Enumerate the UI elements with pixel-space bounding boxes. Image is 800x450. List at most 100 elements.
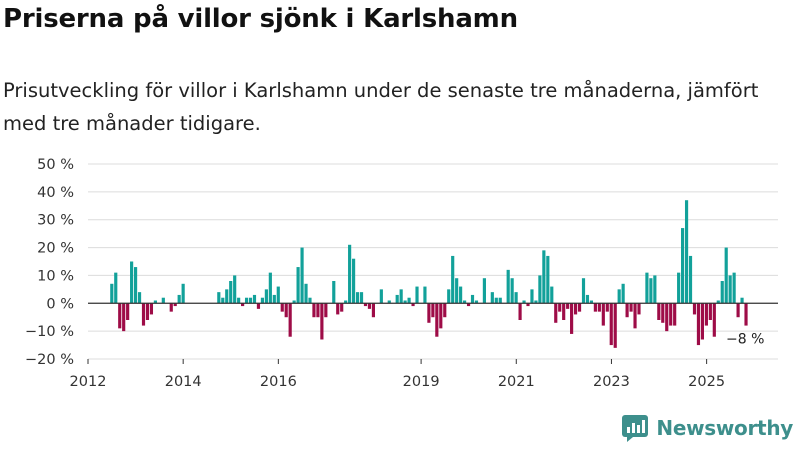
bar-positive: [514, 292, 518, 304]
bar-positive: [589, 300, 594, 304]
bar-positive: [217, 292, 221, 304]
bar-negative: [371, 303, 375, 318]
bar-positive: [264, 289, 268, 304]
bar-positive: [292, 300, 296, 304]
bar-negative: [704, 303, 708, 326]
bar-positive: [344, 300, 348, 304]
bar-positive: [153, 300, 157, 304]
bar-negative: [169, 303, 173, 312]
bar-positive: [538, 275, 542, 304]
bar-positive: [542, 250, 546, 304]
bar-positive: [268, 272, 272, 304]
bar-negative: [173, 303, 177, 307]
bar-negative: [573, 303, 578, 315]
bar-positive: [403, 300, 407, 304]
bar-positive: [359, 292, 364, 304]
bar-negative: [637, 303, 641, 315]
bar-negative: [629, 303, 633, 312]
bar-positive: [407, 297, 411, 304]
bar-negative: [633, 303, 637, 329]
bar-negative: [122, 303, 126, 332]
bar-positive: [534, 300, 538, 304]
y-axis: 50 % 40 % 30 % 20 % 10 % 0 % −10 % −20 %: [25, 157, 74, 368]
bar-positive: [355, 292, 360, 304]
bar-negative: [256, 303, 261, 309]
bar-negative: [363, 303, 368, 307]
bar-negative: [669, 303, 673, 326]
bar-positive: [474, 300, 479, 304]
bar-negative: [241, 303, 245, 307]
bar-positive: [130, 261, 134, 304]
bar-positive: [387, 300, 391, 304]
newsworthy-logo-icon: [622, 415, 649, 442]
x-tick-label: 2023: [593, 374, 630, 390]
bar-positive: [688, 255, 693, 304]
annotations: −8 %: [726, 332, 764, 348]
brand-name: Newsworthy: [656, 416, 793, 440]
bar-negative: [288, 303, 292, 337]
bar-negative: [673, 303, 677, 326]
x-tick-label: 2021: [498, 374, 535, 390]
x-tick-label: 2016: [260, 374, 297, 390]
bar-positive: [110, 283, 114, 304]
y-tick-label: 20 %: [37, 241, 74, 257]
bar-negative: [597, 303, 601, 312]
bar-positive: [308, 297, 312, 304]
bar-positive: [133, 267, 138, 304]
y-tick-label: 30 %: [37, 213, 74, 229]
bar-negative: [700, 303, 704, 340]
bar-positive: [546, 255, 550, 304]
bar-positive: [161, 297, 165, 304]
bar-positive: [296, 267, 300, 304]
bar-positive: [233, 275, 237, 304]
bar-negative: [665, 303, 669, 332]
bar-negative: [149, 303, 154, 315]
bar-positive: [728, 275, 732, 304]
bar-negative: [692, 303, 697, 315]
bar-negative: [554, 303, 558, 323]
bar-positive: [423, 286, 427, 304]
bar-positive: [395, 294, 399, 304]
bar-positive: [348, 244, 352, 304]
y-tick-label: 40 %: [37, 185, 74, 201]
bar-positive: [248, 297, 253, 304]
bar-positive: [451, 255, 455, 304]
bar-negative: [126, 303, 130, 320]
x-axis: 2012 2014 2016 2019 2021 2023 2025: [70, 359, 725, 390]
bar-negative: [324, 303, 328, 318]
bar-negative: [336, 303, 340, 315]
y-tick-label: 0 %: [46, 296, 74, 312]
bar-negative: [613, 303, 617, 348]
bar-positive: [621, 283, 625, 304]
bar-negative: [427, 303, 431, 323]
bar-positive: [732, 272, 736, 304]
bar-negative: [609, 303, 613, 346]
bar-positive: [225, 289, 229, 304]
bar-negative: [435, 303, 439, 337]
bar-negative: [657, 303, 661, 320]
bar-positive: [459, 286, 463, 304]
bar-negative: [570, 303, 574, 334]
bar-positive: [447, 289, 451, 304]
bar-positive: [221, 297, 225, 304]
bar-positive: [272, 294, 276, 304]
bar-negative: [466, 303, 471, 307]
bar-negative: [145, 303, 150, 320]
chart-subtitle: Prisutveckling för villor i Karlshamn un…: [3, 79, 759, 135]
bar-positive: [677, 272, 681, 304]
bar-positive: [684, 200, 689, 304]
bar-negative: [601, 303, 605, 326]
bar-positive: [649, 278, 653, 304]
bar-negative: [696, 303, 701, 346]
grid-lines: [88, 163, 778, 360]
bar-positive: [522, 300, 526, 304]
bar-positive: [300, 247, 304, 304]
bar-positive: [581, 278, 586, 304]
x-tick-label: 2025: [688, 374, 725, 390]
bar-negative: [708, 303, 712, 320]
bar-positive: [352, 258, 356, 304]
bar-negative: [518, 303, 522, 320]
bar-negative: [558, 303, 562, 312]
bar-positive: [177, 294, 181, 304]
